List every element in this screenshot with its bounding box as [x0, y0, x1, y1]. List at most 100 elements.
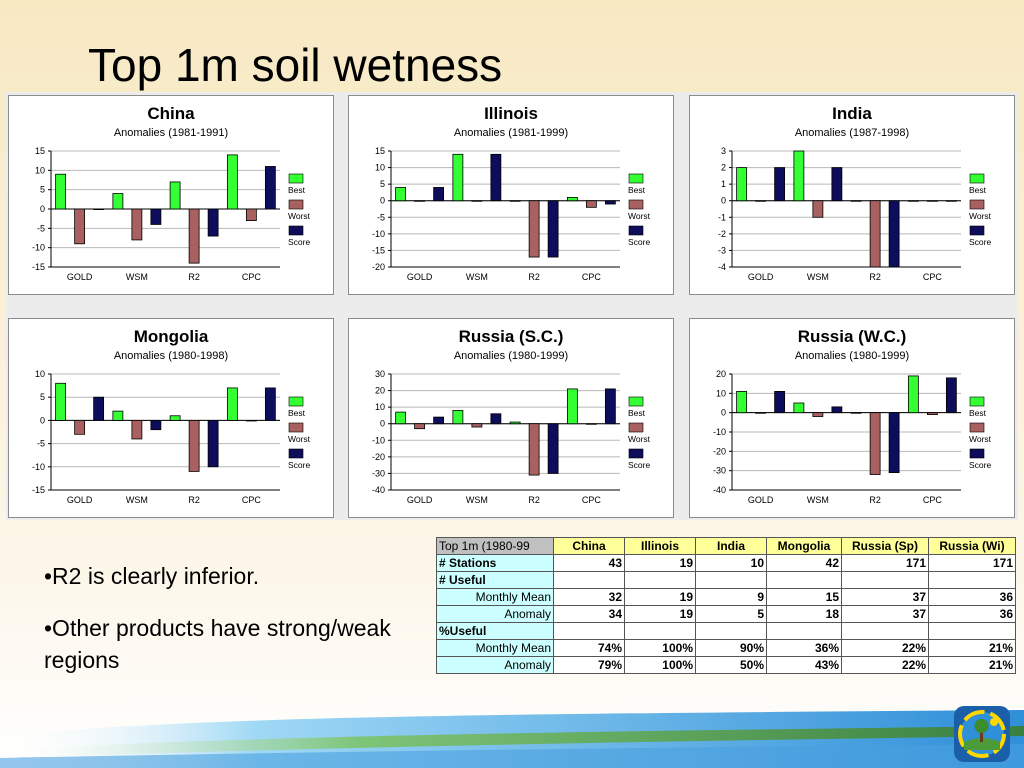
- chart-title: China: [147, 104, 195, 123]
- legend-swatch-score: [288, 225, 304, 236]
- bar-best: [736, 391, 748, 414]
- y-tick-label: -15: [32, 485, 45, 495]
- chart-svg: Illinois Anomalies (1981-1999) -20 -15 -10 -5…: [372, 104, 651, 282]
- bar-worst: [471, 423, 483, 428]
- legend-label: Score: [969, 237, 991, 247]
- y-tick-label: -5: [377, 212, 385, 222]
- table-cell: 19: [624, 588, 696, 606]
- y-tick-label: 5: [40, 185, 45, 195]
- chart-subtitle: Anomalies (1980-1999): [454, 350, 568, 362]
- y-tick-label: 10: [375, 402, 385, 412]
- y-tick-label: -30: [372, 468, 385, 478]
- chart-title: Mongolia: [134, 327, 209, 346]
- table-row-label: # Stations: [436, 554, 554, 572]
- table-header-cell: Illinois: [624, 537, 696, 555]
- bar-best: [566, 197, 578, 202]
- bar-best: [850, 200, 862, 202]
- y-tick-label: 5: [380, 179, 385, 189]
- x-tick-label: R2: [528, 495, 540, 505]
- table-cell: 15: [766, 588, 842, 606]
- table-cell: 10: [695, 554, 767, 572]
- x-tick-label: CPC: [582, 272, 602, 282]
- table-cell: [928, 622, 1016, 640]
- legend-swatch-worst: [628, 199, 644, 210]
- legend-swatch-score: [288, 448, 304, 459]
- legend-swatch-score: [969, 225, 985, 236]
- chart-subtitle: Anomalies (1987-1998): [795, 127, 909, 139]
- table-cell: 19: [624, 554, 696, 572]
- bar-worst: [926, 412, 938, 415]
- legend-swatch-score: [969, 448, 985, 459]
- x-tick-label: WSM: [126, 272, 148, 282]
- y-tick-label: 0: [380, 196, 385, 206]
- chart-subtitle: Anomalies (1981-1991): [114, 127, 228, 139]
- x-tick-label: R2: [188, 272, 200, 282]
- x-tick-label: WSM: [466, 495, 488, 505]
- table-header-row: Top 1m (1980-99 China Illinois India Mongoli…: [436, 537, 1016, 555]
- logo-icon: [954, 706, 1010, 762]
- bar-score: [831, 406, 843, 414]
- bar-best: [850, 412, 862, 414]
- bar-worst: [471, 200, 483, 202]
- bar-best: [452, 410, 464, 425]
- legend-label: Best: [969, 408, 987, 418]
- table-header-cell: Mongolia: [766, 537, 842, 555]
- legend-swatch-best: [288, 173, 304, 184]
- bar-worst: [755, 412, 767, 414]
- bar-score: [490, 153, 502, 202]
- bar-score: [888, 412, 900, 473]
- table-cell: 79%: [553, 656, 625, 674]
- legend-label: Worst: [628, 211, 651, 221]
- bar-best: [55, 382, 67, 421]
- y-tick-label: 0: [380, 419, 385, 429]
- chart-title: Russia (S.C.): [459, 327, 564, 346]
- table-cell: 22%: [841, 656, 929, 674]
- table-cell: 36: [928, 588, 1016, 606]
- legend-label: Worst: [969, 434, 992, 444]
- table-cell: 36%: [766, 639, 842, 657]
- bar-score: [93, 208, 105, 211]
- bullet-2: •Other products have strong/weak regions: [44, 615, 391, 673]
- x-tick-label: CPC: [242, 272, 262, 282]
- legend-label: Worst: [628, 434, 651, 444]
- legend-swatch-best: [288, 396, 304, 407]
- bar-score: [945, 200, 957, 202]
- x-tick-label: GOLD: [748, 272, 774, 282]
- table-cell: 42: [766, 554, 842, 572]
- bar-best: [509, 421, 521, 425]
- table-row-label: # Useful: [436, 571, 554, 589]
- bar-score: [945, 377, 957, 414]
- chart-subtitle: Anomalies (1981-1999): [454, 127, 568, 139]
- y-tick-label: -15: [372, 245, 385, 255]
- bar-best: [452, 153, 464, 202]
- legend-swatch-worst: [628, 422, 644, 433]
- table-row: Anomaly 79% 100% 50% 43% 22% 21%: [436, 656, 1016, 674]
- chart-svg: China Anomalies (1981-1991) -15 -10 -5 0 5 10 15…: [32, 104, 311, 282]
- bar-score: [888, 200, 900, 268]
- legend-swatch-worst: [288, 422, 304, 433]
- chart-panel-india: India Anomalies (1987-1998) -4 -3 -2 -1 0 1 2 3 GO…: [689, 95, 1015, 295]
- legend-swatch-worst: [288, 199, 304, 210]
- bar-best: [112, 410, 124, 421]
- x-tick-label: CPC: [923, 272, 943, 282]
- legend-label: Score: [288, 460, 310, 470]
- table-cell: 9: [695, 588, 767, 606]
- table-row-label: Monthly Mean: [436, 588, 554, 606]
- bar-best: [793, 150, 805, 202]
- x-tick-label: GOLD: [67, 495, 93, 505]
- table-cell: 43%: [766, 656, 842, 674]
- bar-score: [433, 187, 445, 202]
- legend-swatch-worst: [969, 422, 985, 433]
- table-cell: [841, 571, 929, 589]
- table-header-cell: Russia (Wi): [928, 537, 1016, 555]
- table-header-cell: China: [553, 537, 625, 555]
- x-tick-label: CPC: [582, 495, 602, 505]
- bar-best: [226, 154, 238, 210]
- table-row: Monthly Mean 74% 100% 90% 36% 22% 21%: [436, 639, 1016, 657]
- bar-score: [264, 166, 276, 210]
- bar-score: [604, 200, 616, 205]
- legend-label: Best: [288, 408, 306, 418]
- y-tick-label: 20: [375, 386, 385, 396]
- y-tick-label: -1: [718, 212, 726, 222]
- chart-title: India: [832, 104, 872, 123]
